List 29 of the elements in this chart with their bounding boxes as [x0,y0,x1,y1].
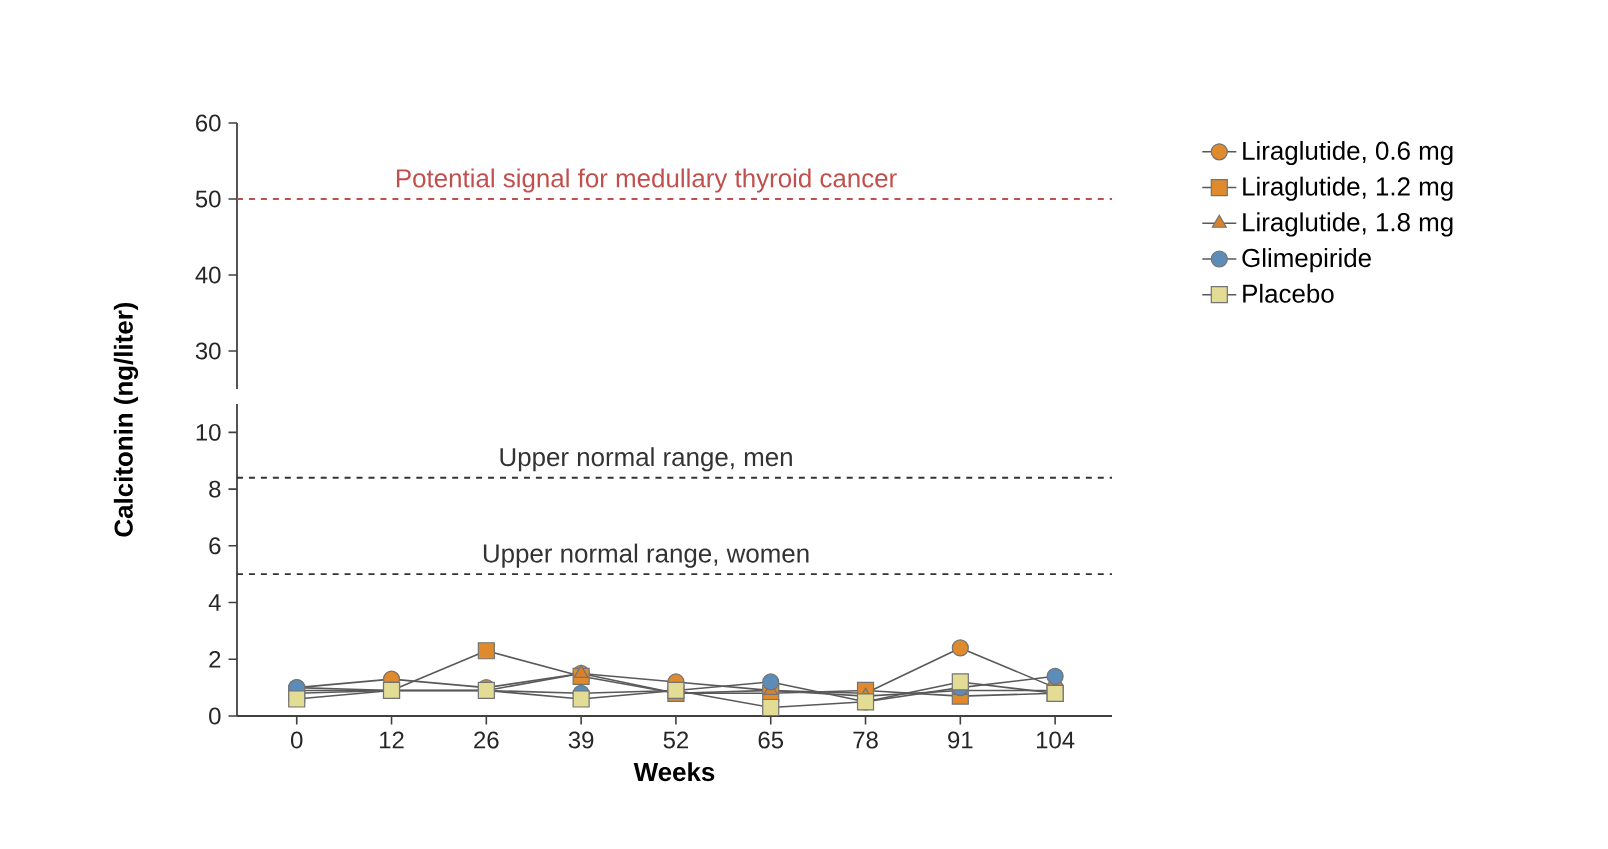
x-tick-label: 78 [853,731,878,749]
y-tick-label: 40 [195,266,221,284]
ref-line-label: Potential signal for medullary thyroid cancer [396,168,897,193]
legend-label: Liraglutide, 1.2 mg [1243,176,1453,201]
y-tick-label: 6 [209,537,221,555]
y-tick-label: 10 [196,423,221,441]
x-tick-label: 65 [758,731,783,749]
y-tick-label: 0 [209,707,221,725]
y-tick-label: 4 [208,594,221,611]
legend-label: Glimepiride [1242,248,1371,273]
x-tick-label: 104 [1036,731,1075,749]
y-tick-label: 2 [209,650,221,668]
x-tick-label: 39 [568,731,594,749]
legend-label: Liraglutide, 1.8 mg [1243,212,1453,237]
y-axis-title: Calcitonin (ng/liter) [113,302,139,537]
legend-label: Placebo [1243,283,1334,303]
ref-line-label: Upper normal range, women [483,543,809,568]
x-tick-label: 52 [663,731,689,749]
x-tick-label: 0 [291,731,303,749]
x-tick-label: 12 [380,731,404,749]
legend-label: Liraglutide, 0.6 mg [1243,140,1453,166]
ref-line-label: Upper normal range, men [500,447,792,472]
y-tick-label: 60 [196,114,221,132]
y-tick-label: 30 [195,342,221,360]
y-tick-label: 50 [195,190,221,208]
x-axis-title: Weeks [633,762,715,782]
x-tick-label: 91 [948,731,973,749]
x-tick-label: 26 [474,731,499,749]
y-tick-label: 8 [209,480,221,498]
